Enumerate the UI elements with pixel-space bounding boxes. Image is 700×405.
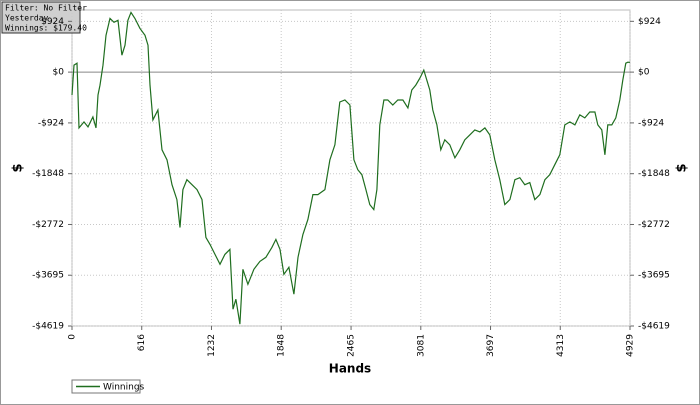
y2-tick-label: -$4619: [638, 322, 670, 332]
legend: Winnings: [71, 379, 145, 394]
x-tick-label: 2465: [347, 334, 357, 357]
y-tick-label: -$3695: [32, 271, 64, 281]
x-axis-title: Hands: [329, 362, 371, 376]
y-tick-label: -$1848: [32, 169, 64, 179]
info-box: Filter: No Filter Yesterday Winnings: $1…: [1, 1, 87, 34]
y2-tick-label: $0: [638, 68, 650, 78]
y2-tick-label: -$1848: [638, 169, 670, 179]
y2-tick-label: -$924: [638, 118, 664, 128]
y-axis-title: $: [11, 163, 26, 172]
y-tick-label: $0: [53, 68, 65, 78]
y2-tick-label: $924: [638, 17, 661, 27]
x-tick-label: 3081: [416, 334, 426, 357]
y-tick-label: -$4619: [32, 322, 64, 332]
y-tick-label: -$2772: [32, 220, 64, 230]
info-line: Filter: No Filter: [5, 4, 87, 13]
y2-tick-label: -$2772: [638, 220, 670, 230]
legend-label: Winnings: [103, 383, 145, 393]
x-tick-label: 3697: [486, 334, 496, 357]
legend-box: [71, 379, 141, 394]
info-line: Winnings: $179.40: [5, 24, 87, 33]
x-tick-label: 4929: [626, 334, 636, 357]
x-tick-label: 1848: [277, 334, 287, 357]
y-tick-label: $924: [41, 17, 64, 27]
y-tick-label: -$924: [38, 118, 64, 128]
x-tick-label: 616: [137, 334, 147, 351]
x-tick-label: 1232: [207, 334, 217, 357]
info-line: Yesterday: [5, 14, 49, 23]
y2-tick-label: -$3695: [638, 271, 670, 281]
series-line: [71, 11, 631, 325]
y2-axis-title: $: [675, 163, 690, 172]
x-tick-label: 4313: [556, 334, 566, 357]
info-box-bg: [1, 1, 81, 34]
x-tick-label: 0: [68, 334, 78, 340]
